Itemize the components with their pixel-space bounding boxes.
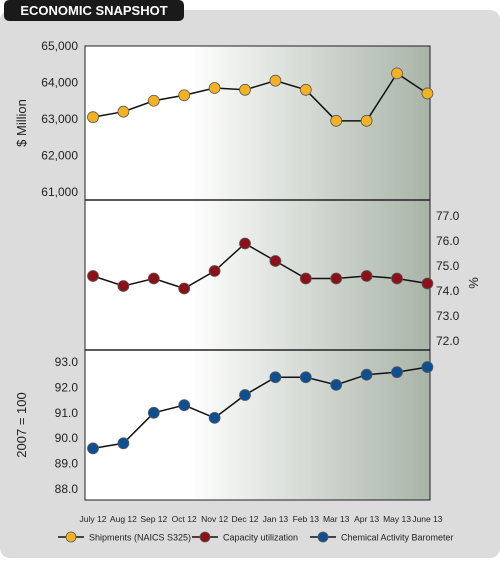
barometer-point (269, 371, 282, 384)
shipments-axis-label: $ Million (14, 99, 29, 147)
shipments-tick-label: 65,000 (41, 39, 78, 53)
x-tick-label: July 12 (80, 514, 107, 524)
barometer-tick-label: 89.0 (55, 457, 79, 471)
capacity-tick-label: 72.0 (436, 334, 460, 348)
barometer-point (239, 389, 251, 401)
shipments-point (360, 114, 373, 127)
barometer-tick-label: 90.0 (55, 431, 79, 445)
capacity-legend-marker (199, 531, 211, 543)
shipments-point (239, 83, 251, 96)
x-tick-label: Jan 13 (263, 514, 289, 524)
capacity-point (87, 270, 99, 282)
capacity-tick-label: 74.0 (436, 284, 460, 298)
capacity-legend-label: Capacity utilization (223, 533, 298, 543)
capacity-point (178, 282, 191, 295)
barometer-point (87, 442, 99, 455)
barometer-point (330, 378, 343, 391)
barometer-tick-label: 92.0 (55, 380, 79, 394)
x-tick-label: Apr 13 (354, 514, 379, 524)
shipments-point (330, 114, 343, 127)
capacity-point (208, 265, 221, 277)
title-banner (4, 0, 184, 21)
barometer-point (360, 368, 373, 381)
shipments-point (117, 105, 130, 118)
barometer-tick-label: 88.0 (55, 482, 79, 496)
barometer-point (299, 371, 312, 384)
chart-title: ECONOMIC SNAPSHOT (20, 3, 167, 18)
barometer-point (178, 399, 191, 412)
barometer-legend-marker (317, 531, 329, 543)
capacity-tick-label: 75.0 (436, 259, 460, 273)
capacity-point (330, 272, 343, 285)
capacity-tick-label: 73.0 (436, 309, 460, 323)
shipments-tick-label: 64,000 (41, 76, 78, 90)
capacity-axis-label: % (466, 277, 481, 289)
x-tick-label: June 13 (412, 514, 443, 524)
barometer-point (147, 406, 160, 419)
capacity-tick-label: 77.0 (436, 209, 460, 223)
shipments-legend-marker (65, 531, 77, 543)
shipments-point (147, 94, 160, 107)
capacity-point (421, 277, 434, 290)
plot-area (84, 45, 431, 501)
shipments-point (208, 82, 221, 94)
capacity-point (299, 272, 312, 285)
shipments-tick-label: 62,000 (41, 149, 78, 163)
x-tick-label: May 13 (383, 514, 411, 524)
shipments-point (391, 67, 403, 80)
barometer-point (117, 437, 130, 450)
x-tick-label: Feb 13 (293, 514, 320, 524)
shipments-point (269, 74, 282, 87)
x-tick-label: Nov 12 (201, 514, 228, 524)
shipments-point (87, 111, 99, 124)
shipments-point (421, 87, 434, 100)
x-tick-label: Aug 12 (110, 514, 137, 524)
capacity-point (391, 272, 403, 285)
capacity-point (269, 255, 282, 267)
barometer-tick-label: 93.0 (55, 355, 79, 369)
shipments-tick-label: 61,000 (41, 185, 78, 199)
capacity-point (239, 237, 251, 250)
capacity-point (117, 280, 130, 292)
x-tick-label: Mar 13 (323, 514, 350, 524)
shipments-point (178, 89, 191, 102)
barometer-legend-label: Chemical Activity Barometer (341, 533, 454, 543)
capacity-point (360, 270, 373, 282)
x-tick-label: Dec 12 (232, 514, 259, 524)
barometer-point (391, 366, 403, 379)
barometer-tick-label: 91.0 (55, 406, 79, 420)
shipments-legend-label: Shipments (NAICS S325) (89, 533, 191, 543)
x-tick-label: Oct 12 (172, 514, 197, 524)
barometer-point (208, 411, 221, 424)
capacity-tick-label: 76.0 (436, 234, 460, 248)
capacity-point (147, 272, 160, 285)
barometer-point (421, 361, 434, 373)
barometer-axis-label: 2007 = 100 (14, 392, 29, 457)
x-tick-label: Sep 12 (140, 514, 167, 524)
shipments-tick-label: 63,000 (41, 112, 78, 126)
shipments-point (299, 83, 312, 96)
